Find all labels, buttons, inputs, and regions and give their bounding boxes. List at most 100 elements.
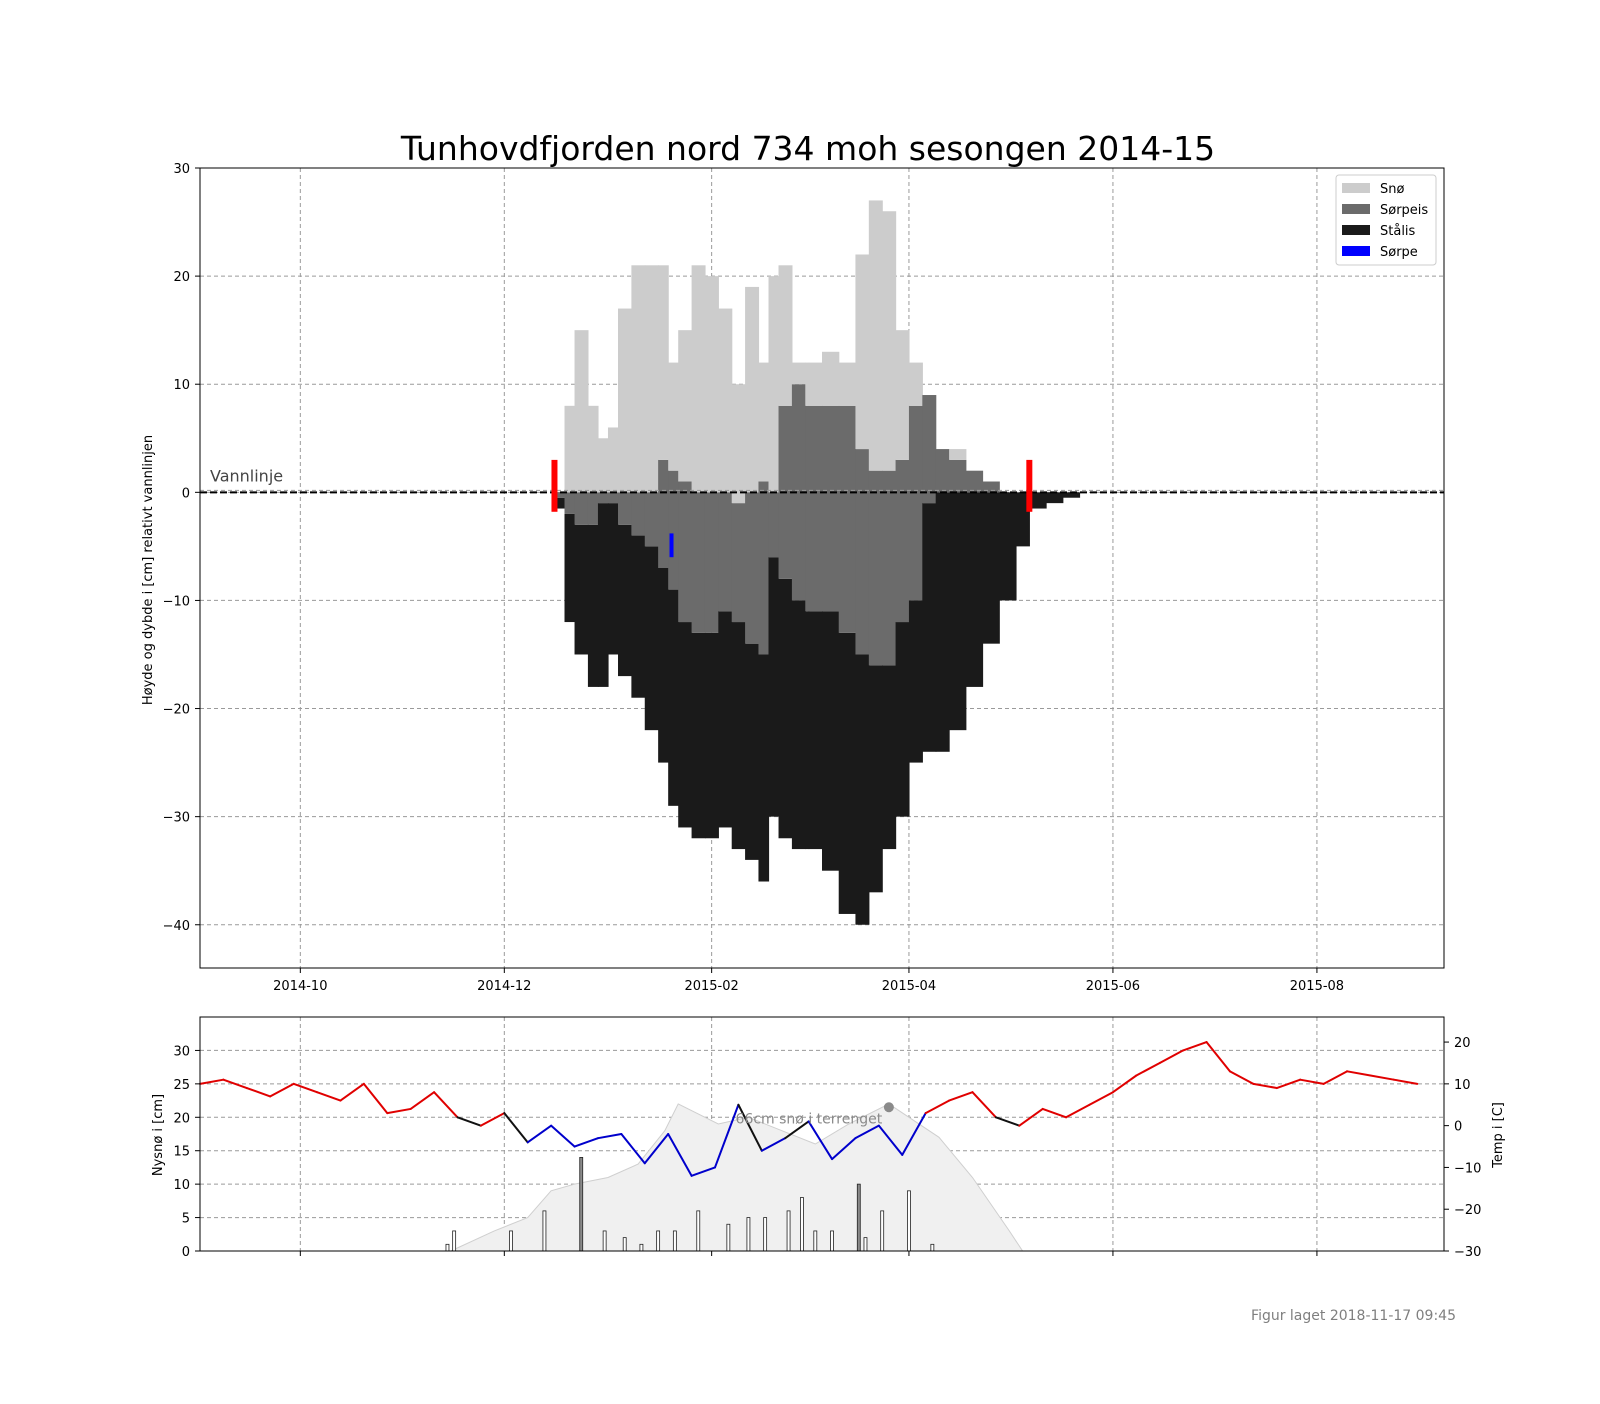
snow-bar-11: [678, 330, 693, 482]
slush-marker: [669, 533, 674, 558]
snow-bar-26: [868, 200, 883, 471]
black-ice-bar-26: [868, 665, 883, 893]
sub-rtick-label-0: −30: [1454, 1245, 1481, 1260]
slush-ice-bar-27: [882, 470, 897, 666]
black-ice-bar-11: [678, 622, 693, 828]
legend-label-black-ice: Stålis: [1380, 224, 1416, 239]
slush-ice-bar-5: [607, 492, 619, 504]
snow-bar-2: [574, 330, 589, 493]
temp-segment-32: [948, 1091, 974, 1102]
slush-ice-bar-10: [668, 470, 679, 590]
legend-swatch-snow: [1342, 183, 1370, 193]
snow-bar-9: [658, 265, 669, 460]
slush-ice-bar-25: [855, 449, 870, 655]
black-ice-bar-28: [895, 622, 910, 817]
snow-bar-6: [618, 308, 632, 493]
temp-segment-38: [1088, 1091, 1114, 1106]
temp-segment-42: [1182, 1041, 1208, 1052]
snow-bar-7: [631, 265, 646, 493]
snow-depth-annotation: 66cm snø i terrenget: [736, 1111, 883, 1127]
snow-bar-3: [587, 405, 599, 493]
black-ice-bar-9: [658, 568, 669, 763]
black-ice-bar-3: [587, 524, 599, 687]
temp-segment-22: [713, 1103, 740, 1169]
black-ice-bar-12: [691, 632, 706, 839]
temp-segment-11: [456, 1116, 482, 1127]
slush-ice-bar-12: [691, 492, 706, 633]
main-y-axis-label: Høyde og dybde i [cm] relativt vannlinje…: [141, 435, 156, 705]
snow-bar-21: [805, 362, 810, 406]
main-ytick-label-2: 10: [173, 378, 190, 393]
temp-segment-9: [409, 1091, 436, 1110]
waterline-label: Vannlinje: [210, 466, 283, 485]
new-snow-bar-12: [746, 1217, 751, 1252]
black-ice-bar-20: [791, 600, 806, 850]
new-snow-bar-10: [696, 1210, 701, 1252]
temp-segment-45: [1252, 1082, 1278, 1090]
sub-y-axis-label-right: Temp i [C]: [1491, 1102, 1506, 1169]
slush-ice-bar-20: [791, 384, 806, 601]
temp-segment-19: [643, 1133, 670, 1165]
temp-segment-36: [1041, 1107, 1068, 1119]
slush-ice-bar-15: [731, 503, 746, 623]
black-ice-bar-27: [882, 665, 897, 850]
new-snow-bar-14: [786, 1210, 791, 1252]
temp-segment-33: [971, 1091, 997, 1119]
snow-bar-18: [768, 276, 780, 493]
legend-label-snow: Snø: [1380, 182, 1404, 197]
snow-bar-10: [668, 362, 679, 471]
temp-segment-20: [667, 1133, 693, 1177]
temp-segment-24: [760, 1137, 787, 1152]
new-snow-bar-3: [542, 1210, 547, 1252]
slush-ice-bar-23: [822, 405, 840, 612]
black-ice-bar-38: [1046, 492, 1064, 504]
black-ice-bar-10: [668, 589, 679, 806]
temp-segment-29: [877, 1124, 904, 1156]
main-xtick-label-2: 2015-02: [684, 979, 738, 994]
snow-bar-14: [718, 308, 733, 493]
temp-segment-27: [831, 1137, 857, 1161]
main-ticks: 30 20 10 0 −10 −20 −30 −40 2014-10 2014-12 2015-02…: [163, 162, 1345, 994]
black-ice-bar-24: [838, 632, 857, 914]
snow-bar-23: [822, 351, 840, 406]
snow-bar-5: [607, 427, 619, 493]
sub-rtick-label-1: −20: [1454, 1203, 1481, 1218]
slush-ice-bar-6: [618, 492, 632, 525]
black-ice-bar-8: [644, 546, 659, 731]
slush-ice-bar-16: [745, 492, 760, 644]
snow-bar-4: [597, 438, 609, 493]
temp-segment-49: [1346, 1070, 1372, 1077]
chart-title: Tunhovdfjorden nord 734 moh sesongen 201…: [400, 129, 1215, 168]
temp-segment-48: [1322, 1070, 1349, 1085]
sub-ytick-label-4: 20: [173, 1111, 190, 1126]
temp-segment-30: [901, 1112, 927, 1156]
slush-ice-bar-1: [564, 492, 576, 514]
black-ice-bar-17: [758, 654, 770, 882]
new-snow-bar-15: [800, 1197, 804, 1252]
temp-segment-0: [199, 1078, 225, 1085]
temp-segment-5: [316, 1091, 342, 1102]
temp-segment-7: [362, 1082, 389, 1115]
main-ytick-label-7: −40: [163, 919, 190, 934]
new-snow-bar-8: [656, 1230, 661, 1252]
snow-bar-24: [838, 362, 857, 406]
temp-segment-21: [690, 1166, 716, 1177]
new-snow-bar-11: [726, 1223, 731, 1252]
snow-bar-16: [745, 286, 760, 493]
sub-rtick-label-3: 0: [1454, 1120, 1462, 1135]
black-ice-bar-0: [554, 497, 566, 509]
temp-segment-31: [924, 1099, 951, 1115]
temp-segment-37: [1065, 1103, 1091, 1119]
new-snow-bar-0: [445, 1243, 450, 1252]
new-snow-bar-20: [880, 1210, 885, 1252]
new-snow-bar-1: [452, 1230, 457, 1252]
ice-on-marker: [551, 459, 558, 512]
main-ytick-label-4: −10: [163, 594, 190, 609]
temp-segment-1: [222, 1078, 248, 1090]
sub-ytick-label-0: 0: [182, 1245, 190, 1260]
slush-ice-bar-31: [935, 449, 950, 493]
black-ice-bar-22: [808, 611, 823, 850]
slush-ice-bar-34: [982, 481, 1000, 493]
legend-label-slush-ice: Sørpeis: [1380, 203, 1428, 218]
